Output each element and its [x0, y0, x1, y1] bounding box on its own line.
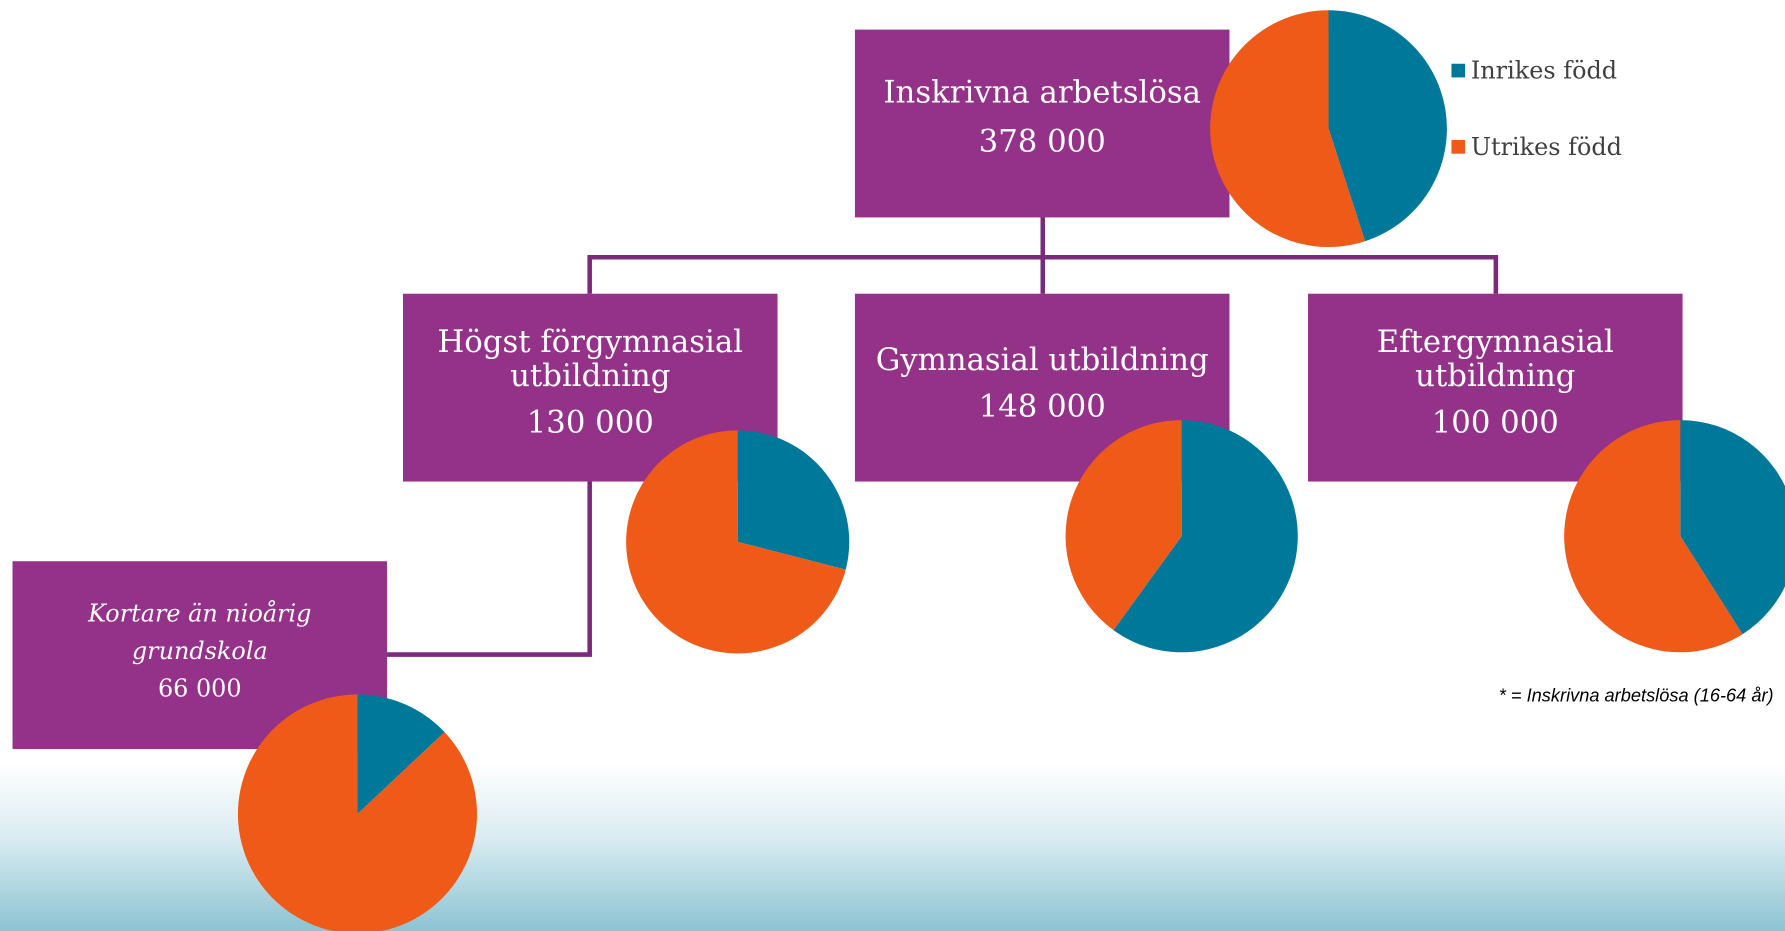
node-value: 148 000 [978, 389, 1106, 425]
legend-item: Utrikes född [1451, 133, 1623, 161]
node-label: Kortare än nioårig grundskola [88, 599, 312, 665]
footnote: * = Inskrivna arbetslösa (16-64 år) [1498, 686, 1774, 706]
pie-slice [357, 694, 445, 814]
pie-slice [1564, 420, 1743, 653]
node-label: Högst förgymnasial utbildning [437, 324, 744, 394]
node-label: Gymnasial utbildning [875, 342, 1209, 378]
legend-label: Utrikes född [1470, 133, 1623, 161]
legend-label: Inrikes född [1470, 56, 1618, 85]
node-box: Inskrivna arbetslösa 378 000 [854, 29, 1230, 218]
pie-slice [626, 430, 846, 654]
node-value: 378 000 [978, 124, 1106, 160]
legend-swatch [1451, 140, 1466, 154]
node-value: 130 000 [526, 405, 654, 441]
pie-slice [237, 694, 477, 931]
node-label: Eftergymnasial utbildning [1376, 324, 1614, 394]
node-value: 100 000 [1431, 405, 1559, 441]
node-box: Eftergymnasial utbildning 100 000 [1308, 293, 1683, 482]
node-value: 66 000 [157, 675, 242, 703]
pie-slice [1113, 420, 1298, 653]
pie-slice [1328, 10, 1447, 242]
node-label: Inskrivna arbetslösa [883, 75, 1201, 111]
legend-swatch [1451, 63, 1466, 78]
pie-slice [1680, 420, 1785, 635]
connector [387, 481, 592, 657]
legend-item: Inrikes född [1451, 57, 1617, 84]
pie-slice [1210, 10, 1366, 248]
pie-slice [1065, 420, 1182, 631]
pie-slice [737, 430, 850, 570]
connector [587, 255, 1499, 294]
